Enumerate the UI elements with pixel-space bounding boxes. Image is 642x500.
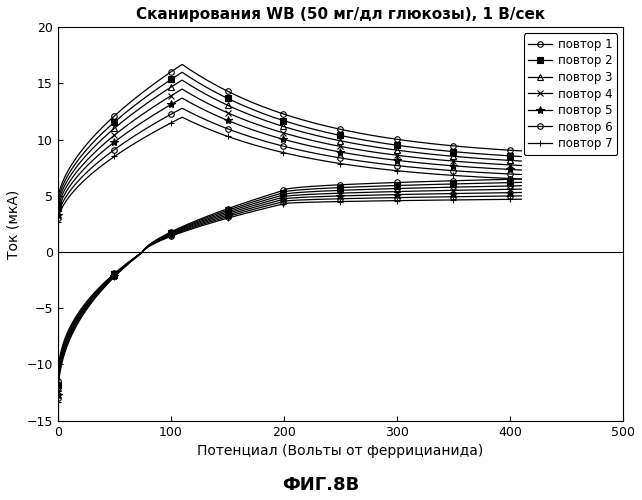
повтор 1 xyxy=(275,110,282,116)
Legend: повтор 1, повтор 2, повтор 3, повтор 4, повтор 5, повтор 6, повтор 7: повтор 1, повтор 2, повтор 3, повтор 4, … xyxy=(524,33,617,155)
повтор 5 xyxy=(331,148,338,154)
повтор 6 xyxy=(275,142,282,148)
повтор 4 xyxy=(278,130,286,136)
повтор 6 xyxy=(435,166,442,172)
повтор 1 xyxy=(331,125,338,131)
Line: повтор 5: повтор 5 xyxy=(53,94,525,219)
повтор 4 xyxy=(306,137,313,143)
повтор 4 xyxy=(178,86,186,92)
Y-axis label: Ток (мкА): Ток (мкА) xyxy=(7,190,21,258)
повтор 4 xyxy=(435,157,442,163)
повтор 3 xyxy=(517,158,525,164)
повтор 6 xyxy=(54,216,62,222)
повтор 2 xyxy=(517,154,525,160)
Line: повтор 4: повтор 4 xyxy=(55,86,525,215)
повтор 2 xyxy=(435,147,442,153)
повтор 7 xyxy=(435,172,442,177)
повтор 7 xyxy=(517,176,525,182)
повтор 3 xyxy=(178,77,186,83)
повтор 5 xyxy=(507,166,515,172)
повтор 7 xyxy=(54,218,62,224)
повтор 2 xyxy=(306,125,313,131)
повтор 1 xyxy=(306,119,313,125)
X-axis label: Потенциал (Вольты от феррицианида): Потенциал (Вольты от феррицианида) xyxy=(197,444,483,458)
повтор 7 xyxy=(278,149,286,155)
повтор 4 xyxy=(517,162,525,168)
повтор 4 xyxy=(507,162,515,168)
повтор 2 xyxy=(178,70,186,75)
Title: Сканирования WB (50 мг/дл глюкозы), 1 В/сек: Сканирования WB (50 мг/дл глюкозы), 1 В/… xyxy=(136,7,545,22)
повтор 3 xyxy=(507,158,515,164)
повтор 6 xyxy=(507,171,515,177)
повтор 6 xyxy=(178,106,186,112)
Line: повтор 3: повтор 3 xyxy=(55,78,524,211)
повтор 3 xyxy=(54,205,62,211)
повтор 5 xyxy=(278,136,286,142)
повтор 2 xyxy=(275,116,282,122)
повтор 7 xyxy=(178,114,186,120)
повтор 6 xyxy=(517,172,525,177)
повтор 1 xyxy=(278,110,286,116)
повтор 6 xyxy=(331,154,338,160)
повтор 5 xyxy=(178,95,186,101)
повтор 3 xyxy=(435,152,442,158)
повтор 1 xyxy=(517,148,525,154)
повтор 5 xyxy=(435,162,442,168)
повтор 1 xyxy=(178,62,186,68)
повтор 6 xyxy=(306,149,313,155)
повтор 3 xyxy=(278,123,286,129)
Line: повтор 2: повтор 2 xyxy=(55,70,524,207)
повтор 3 xyxy=(331,136,338,142)
Text: ФИГ.8В: ФИГ.8В xyxy=(282,476,360,494)
повтор 7 xyxy=(507,176,515,182)
повтор 4 xyxy=(275,128,282,134)
повтор 5 xyxy=(54,212,62,218)
повтор 3 xyxy=(306,131,313,137)
повтор 1 xyxy=(54,198,62,204)
повтор 4 xyxy=(54,208,62,214)
повтор 2 xyxy=(331,131,338,137)
повтор 2 xyxy=(54,202,62,208)
повтор 4 xyxy=(331,142,338,148)
повтор 6 xyxy=(278,142,286,148)
повтор 1 xyxy=(507,148,515,154)
повтор 2 xyxy=(278,117,286,123)
Line: повтор 7: повтор 7 xyxy=(55,114,525,225)
повтор 7 xyxy=(331,160,338,166)
повтор 3 xyxy=(275,122,282,128)
повтор 7 xyxy=(306,155,313,161)
повтор 5 xyxy=(306,143,313,149)
повтор 2 xyxy=(507,153,515,159)
повтор 5 xyxy=(275,135,282,141)
повтор 1 xyxy=(435,142,442,148)
Line: повтор 1: повтор 1 xyxy=(55,62,524,204)
Line: повтор 6: повтор 6 xyxy=(55,106,524,221)
повтор 7 xyxy=(275,148,282,154)
повтор 5 xyxy=(517,167,525,173)
